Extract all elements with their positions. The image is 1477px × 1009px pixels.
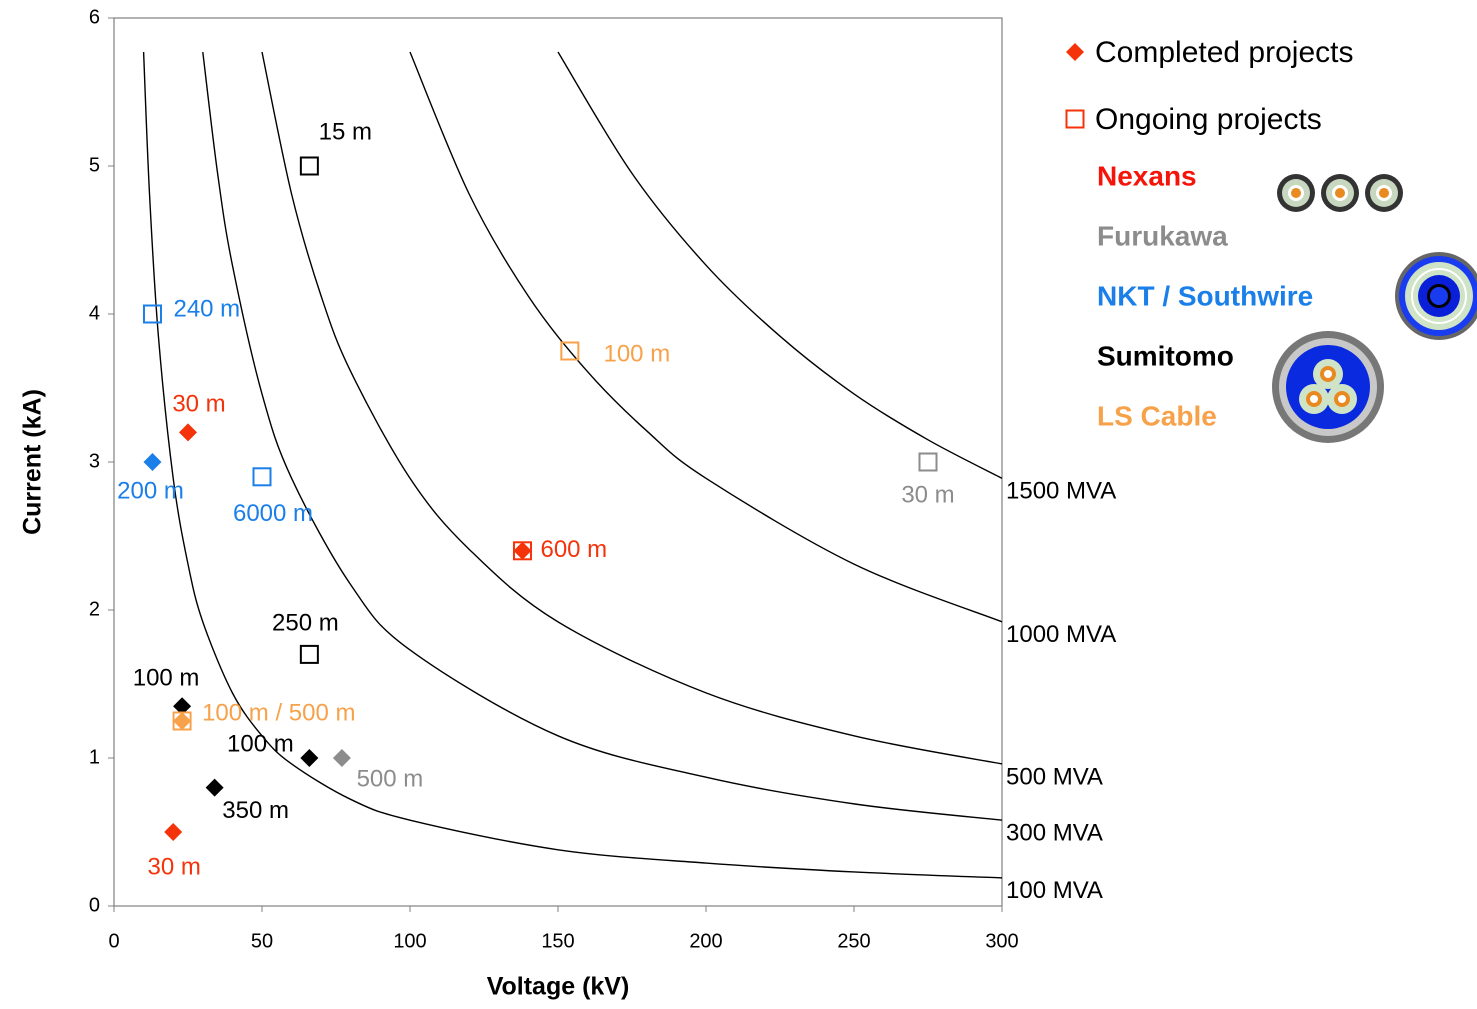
point-label: 350 m (222, 797, 289, 824)
legend-marker (1066, 43, 1084, 61)
point-label: 30 m (901, 481, 954, 508)
point-label: 30 m (172, 391, 225, 418)
y-tick-label: 4 (89, 302, 100, 324)
cable-icon-3core (1272, 331, 1384, 443)
x-tick-label: 200 (689, 930, 722, 952)
point-label: 100 m (603, 340, 670, 367)
x-tick-label: 50 (251, 930, 273, 952)
completed-point (173, 712, 191, 730)
ongoing-point (301, 646, 318, 663)
y-tick-label: 6 (89, 6, 100, 28)
point-label: 200 m (117, 477, 184, 504)
completed-point (179, 423, 197, 441)
point-label: 15 m (319, 118, 372, 145)
completed-point (206, 779, 224, 797)
y-axis-title: Current (kA) (19, 389, 47, 535)
ongoing-point (254, 468, 271, 485)
y-tick-label: 3 (89, 450, 100, 472)
company-label: LS Cable (1097, 400, 1217, 431)
curve-label: 1000 MVA (1006, 621, 1116, 648)
cable-icon-coax (1395, 252, 1477, 340)
point-label: 100 m (133, 665, 200, 692)
x-tick-label: 0 (108, 930, 119, 952)
plot-frame (114, 18, 1002, 906)
point-label: 6000 m (233, 500, 313, 527)
y-tick-label: 0 (89, 894, 100, 916)
power-curve (410, 52, 1002, 622)
point-label: 240 m (173, 295, 240, 322)
completed-point (300, 749, 318, 767)
completed-point (143, 453, 161, 471)
x-tick-label: 150 (541, 930, 574, 952)
legend-label: Completed projects (1095, 36, 1353, 69)
company-label: Furukawa (1097, 220, 1228, 251)
chart: Voltage (kV) Current (kA) 05010015020025… (0, 0, 1477, 1009)
y-tick-label: 1 (89, 746, 100, 768)
company-label: Sumitomo (1097, 340, 1234, 371)
power-curve (262, 52, 1002, 764)
curve-label: 100 MVA (1006, 877, 1103, 904)
legend-label: Ongoing projects (1095, 103, 1322, 136)
x-axis-title: Voltage (kV) (487, 973, 630, 1001)
point-label: 100 m (227, 730, 294, 757)
x-tick-label: 100 (393, 930, 426, 952)
y-tick-label: 5 (89, 154, 100, 176)
power-curve (558, 52, 1002, 478)
ongoing-point (144, 306, 161, 323)
legend-marker (1067, 111, 1084, 128)
completed-point (164, 823, 182, 841)
curve-label: 300 MVA (1006, 820, 1103, 847)
point-label: 600 m (540, 536, 607, 563)
point-label: 30 m (148, 853, 201, 880)
x-tick-label: 250 (837, 930, 870, 952)
x-tick-label: 300 (985, 930, 1018, 952)
cable-icon-triple (1277, 174, 1403, 212)
completed-point (333, 749, 351, 767)
point-label: 250 m (272, 610, 339, 637)
point-label: 500 m (357, 765, 424, 792)
company-label: NKT / Southwire (1097, 280, 1313, 311)
company-label: Nexans (1097, 160, 1197, 191)
ongoing-point (920, 454, 937, 471)
curve-label: 1500 MVA (1006, 478, 1116, 505)
ongoing-point (301, 158, 318, 175)
curve-label: 500 MVA (1006, 763, 1103, 790)
point-label: 100 m / 500 m (202, 699, 355, 726)
completed-point (513, 542, 531, 560)
y-tick-label: 2 (89, 598, 100, 620)
